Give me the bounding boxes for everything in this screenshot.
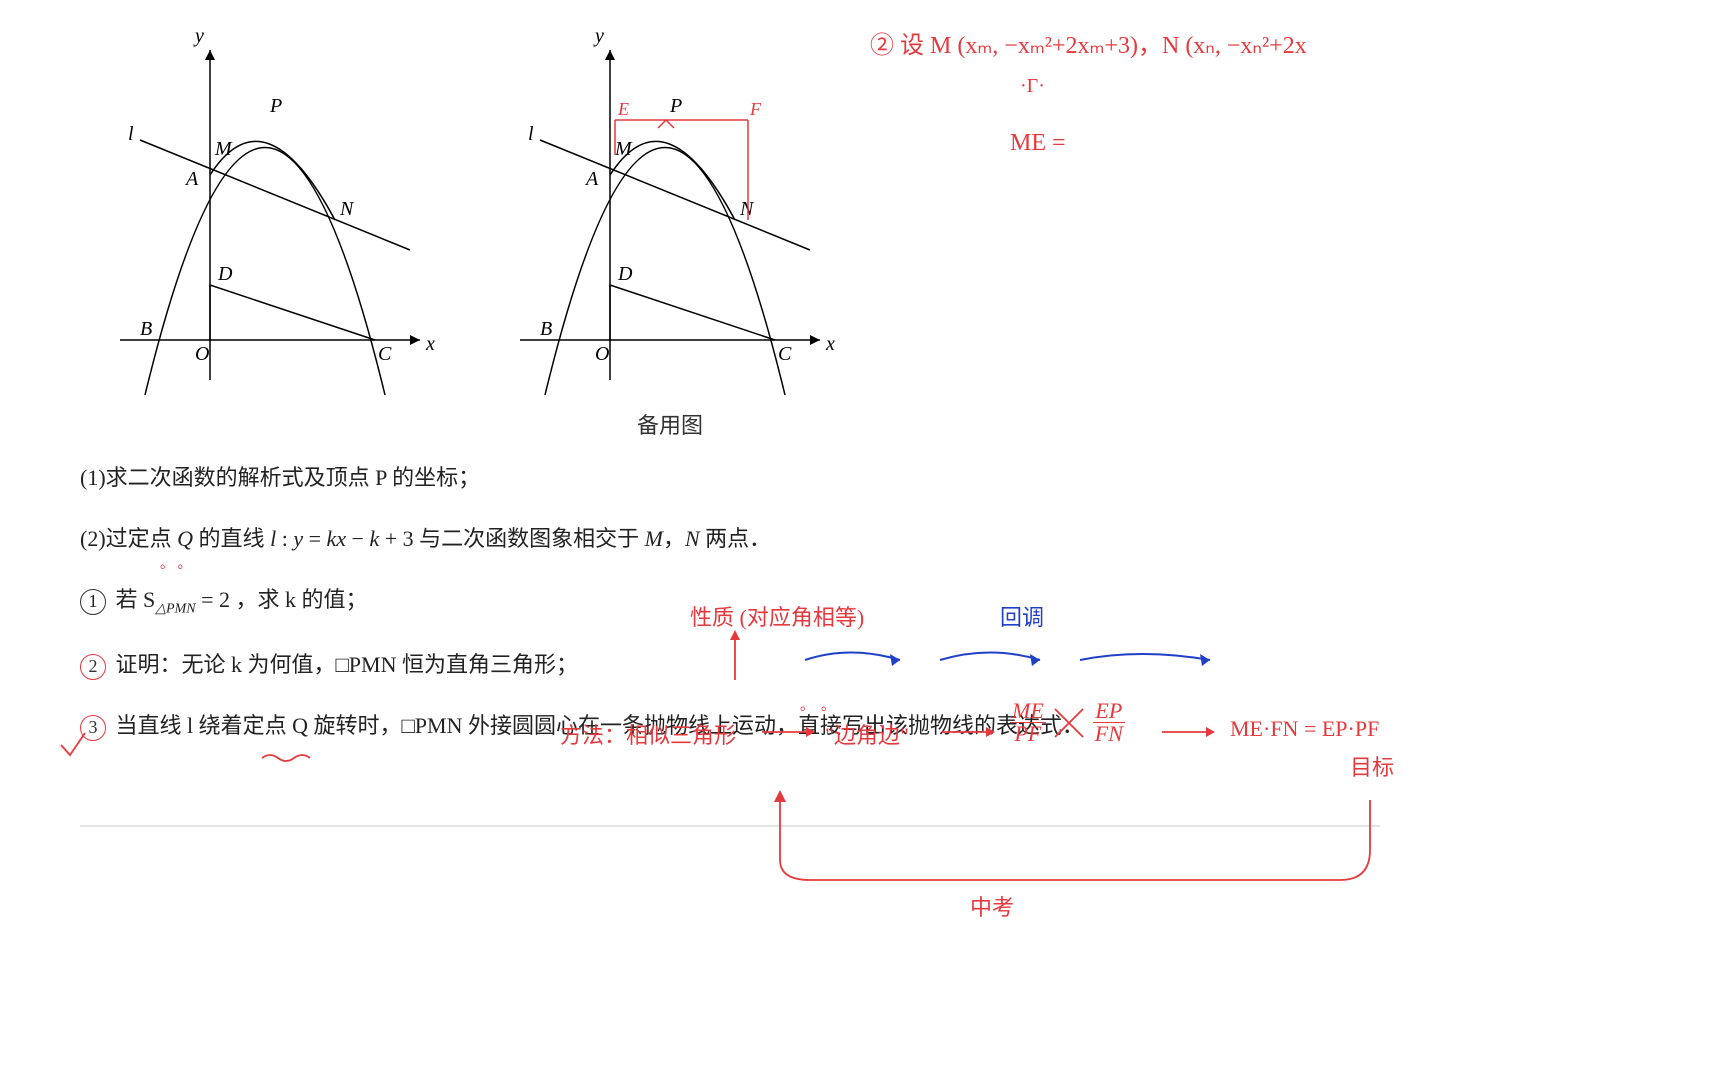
emphasis-dots: 。 。 — [160, 553, 192, 573]
diagram-backup: y x O A B C D l P M N E F 备用图 — [500, 20, 840, 440]
label-M: M — [214, 138, 233, 160]
handwriting-method: 方法：相似三角形 — [560, 718, 736, 750]
label-O: O — [195, 343, 209, 365]
svg-text:x: x — [825, 333, 835, 355]
cross-icon — [1051, 705, 1087, 741]
label-l: l — [128, 123, 134, 145]
svg-text:l: l — [528, 123, 534, 145]
arrow-r3 — [1160, 720, 1220, 744]
label-E: E — [617, 99, 629, 119]
label-A: A — [184, 168, 199, 190]
diagram-svg-1: y x O A B C D l P M N — [100, 20, 440, 400]
svg-text:O: O — [595, 343, 609, 365]
svg-text:N: N — [739, 198, 755, 220]
handwriting-me: ME = — [1010, 130, 1066, 157]
handwriting-prop: 性质 (对应角相等) — [690, 600, 864, 632]
label-P: P — [269, 95, 282, 117]
svg-text:P: P — [669, 95, 682, 117]
arrow-r2 — [940, 720, 1000, 744]
big-curve-arrow — [760, 790, 1400, 910]
diagram-row: y x O A B C D l P M N — [100, 20, 840, 440]
label-N: N — [339, 198, 355, 220]
question-1: (1)求二次函数的解析式及顶点 P 的坐标； — [80, 460, 1480, 495]
label-C: C — [378, 343, 392, 365]
label-F: F — [749, 99, 762, 119]
dot-r: ·Γ· — [1020, 75, 1045, 98]
handwriting-edge: "边角边" — [825, 718, 909, 750]
red-squiggle — [260, 750, 320, 764]
blue-arrows — [800, 640, 1220, 680]
handwriting-target: 目标 — [1350, 750, 1394, 782]
handwriting-top: ② 设 M (xₘ, −xₘ²+2xₘ+3)，N (xₙ, −xₙ²+2x — [870, 25, 1307, 60]
arrow-up-red — [720, 625, 750, 685]
sub-question-2: 2 证明：无论 k 为何值，□PMN 恒为直角三角形； — [80, 647, 1480, 682]
backup-caption: 备用图 — [637, 408, 703, 440]
arrow-r1 — [760, 720, 820, 744]
diagram-main: y x O A B C D l P M N — [100, 20, 440, 440]
svg-text:B: B — [540, 318, 552, 340]
frac-block: MEPF EPFN — [1010, 700, 1125, 745]
handwriting-result: ME·FN = EP·PF — [1230, 716, 1379, 742]
svg-text:M: M — [614, 138, 633, 160]
handwriting-huidiao: 回调 — [1000, 600, 1044, 632]
question-2: (2)过定点 Q 的直线 l : y = kx − k + 3 与二次函数图象相… — [80, 521, 1480, 556]
diagram-svg-2: y x O A B C D l P M N E F — [500, 20, 840, 400]
label-D: D — [217, 263, 233, 285]
handwriting-zhongkao: 中考 — [970, 890, 1014, 922]
svg-text:y: y — [593, 25, 604, 47]
svg-text:C: C — [778, 343, 792, 365]
label-x: x — [425, 333, 435, 355]
svg-text:A: A — [584, 168, 599, 190]
svg-text:D: D — [617, 263, 633, 285]
emphasis-dots-2: 。 。 — [800, 695, 835, 715]
label-B: B — [140, 318, 152, 340]
red-check — [58, 730, 88, 760]
label-y: y — [193, 25, 204, 47]
